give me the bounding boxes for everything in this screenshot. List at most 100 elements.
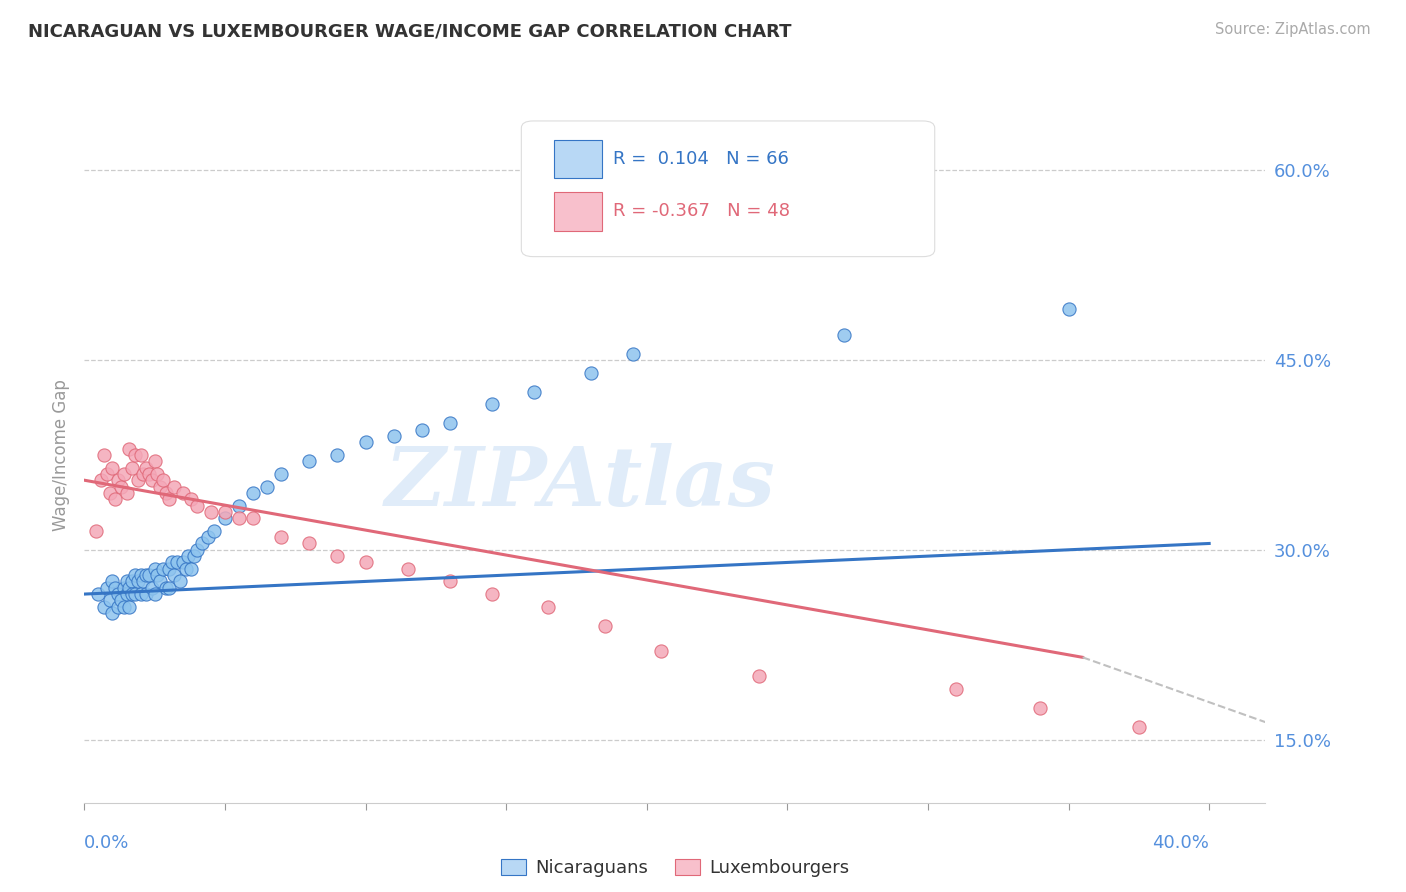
Point: [214, 505, 236, 519]
Point: [112, 599, 135, 614]
Legend: Nicaraguans, Luxembourgers: Nicaraguans, Luxembourgers: [494, 852, 856, 884]
Point: [166, 556, 188, 570]
Point: [160, 556, 183, 570]
Point: [481, 397, 503, 411]
Point: [537, 599, 560, 614]
Point: [118, 599, 141, 614]
FancyBboxPatch shape: [554, 193, 602, 230]
Point: [104, 492, 127, 507]
Point: [96, 467, 118, 481]
Text: Source: ZipAtlas.com: Source: ZipAtlas.com: [1215, 22, 1371, 37]
Point: [138, 568, 160, 582]
Point: [143, 562, 166, 576]
Point: [101, 460, 124, 475]
Point: [439, 574, 461, 589]
Point: [146, 568, 169, 582]
Point: [152, 562, 174, 576]
Point: [155, 581, 177, 595]
Point: [621, 347, 644, 361]
Point: [112, 467, 135, 481]
Text: NICARAGUAN VS LUXEMBOURGER WAGE/INCOME GAP CORRELATION CHART: NICARAGUAN VS LUXEMBOURGER WAGE/INCOME G…: [28, 22, 792, 40]
Point: [87, 587, 110, 601]
Point: [124, 587, 146, 601]
Point: [143, 587, 166, 601]
Point: [200, 505, 222, 519]
Point: [197, 530, 219, 544]
Point: [118, 581, 141, 595]
Point: [127, 473, 149, 487]
Point: [101, 574, 124, 589]
Text: R = -0.367   N = 48: R = -0.367 N = 48: [613, 202, 790, 220]
Point: [298, 454, 321, 468]
Point: [135, 587, 157, 601]
Point: [157, 562, 180, 576]
Point: [481, 587, 503, 601]
Point: [112, 581, 135, 595]
Point: [121, 587, 143, 601]
Point: [593, 618, 616, 632]
Point: [180, 492, 202, 507]
Point: [135, 568, 157, 582]
Point: [115, 574, 138, 589]
Point: [832, 327, 855, 342]
Point: [214, 511, 236, 525]
Point: [107, 473, 129, 487]
Point: [121, 460, 143, 475]
Point: [110, 593, 132, 607]
Point: [180, 562, 202, 576]
Text: 40.0%: 40.0%: [1153, 834, 1209, 852]
Point: [256, 479, 278, 493]
Point: [104, 581, 127, 595]
Point: [1128, 720, 1150, 734]
Point: [174, 562, 197, 576]
Point: [93, 448, 115, 462]
Point: [242, 511, 264, 525]
Point: [396, 562, 419, 576]
Point: [132, 574, 155, 589]
Point: [183, 549, 205, 563]
Point: [945, 681, 967, 696]
Point: [93, 599, 115, 614]
Point: [523, 384, 546, 399]
Point: [157, 492, 180, 507]
Point: [98, 486, 121, 500]
FancyBboxPatch shape: [522, 121, 935, 257]
Point: [242, 486, 264, 500]
Point: [143, 454, 166, 468]
Point: [172, 486, 194, 500]
Point: [354, 435, 377, 450]
Point: [107, 599, 129, 614]
Point: [382, 429, 405, 443]
Point: [84, 524, 107, 538]
Point: [129, 568, 152, 582]
Point: [270, 530, 292, 544]
Point: [186, 499, 208, 513]
Point: [579, 366, 602, 380]
Point: [191, 536, 214, 550]
Point: [115, 486, 138, 500]
Point: [202, 524, 225, 538]
Point: [157, 581, 180, 595]
Point: [650, 644, 672, 658]
Point: [1029, 701, 1052, 715]
Point: [186, 542, 208, 557]
Point: [155, 486, 177, 500]
Point: [115, 587, 138, 601]
Text: ZIPAtlas: ZIPAtlas: [385, 442, 776, 523]
Text: 0.0%: 0.0%: [84, 834, 129, 852]
Point: [177, 549, 200, 563]
Point: [228, 499, 250, 513]
Point: [129, 448, 152, 462]
Point: [118, 442, 141, 456]
Point: [141, 473, 163, 487]
Point: [129, 587, 152, 601]
Point: [138, 467, 160, 481]
Point: [152, 473, 174, 487]
Point: [169, 574, 191, 589]
Point: [98, 593, 121, 607]
Point: [107, 587, 129, 601]
Point: [149, 574, 172, 589]
Point: [127, 574, 149, 589]
Point: [354, 556, 377, 570]
Point: [149, 479, 172, 493]
